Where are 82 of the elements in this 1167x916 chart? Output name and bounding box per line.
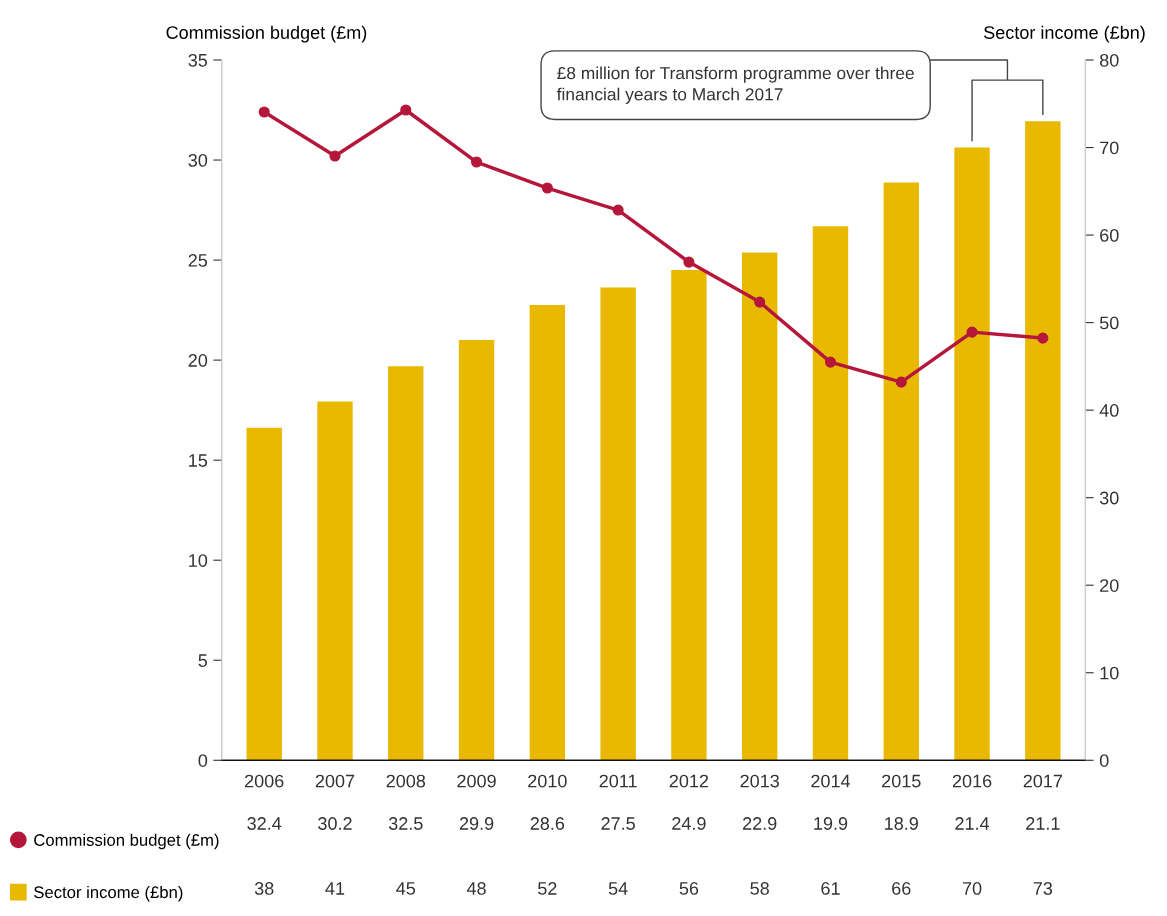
bar: [529, 305, 566, 761]
x-tick-label: 2016: [952, 774, 992, 788]
legend-label: Sector income (£bn): [34, 885, 183, 902]
data-label: 52: [538, 882, 557, 895]
x-tick-label: 2011: [599, 774, 637, 788]
data-label: 22.9: [743, 817, 777, 830]
point: [966, 326, 978, 338]
point: [471, 156, 483, 168]
point: [329, 150, 341, 162]
point: [895, 376, 907, 388]
bar: [1025, 121, 1061, 761]
x-tick-label: 2013: [740, 774, 779, 788]
bar: [954, 147, 990, 761]
bar: [317, 401, 353, 761]
y-tick-label: 30: [188, 153, 208, 167]
point: [612, 204, 624, 216]
bar: [742, 252, 778, 761]
data-label: 58: [750, 882, 769, 895]
data-label: 66: [892, 882, 911, 895]
data-label: 38: [254, 882, 274, 895]
point: [400, 104, 412, 116]
x-tick-label: 2008: [386, 774, 426, 788]
y-tick-label: 10: [189, 554, 208, 567]
point: [1037, 332, 1049, 344]
data-label: 45: [396, 882, 416, 895]
point: [754, 296, 766, 308]
bar: [458, 340, 495, 761]
point: [683, 256, 695, 268]
x-tick-label: 2014: [811, 774, 851, 788]
y-tick-label: 5: [198, 654, 208, 667]
annotation: £8 million for Transform programme over three financial years to March 2017: [556, 66, 914, 104]
x-tick-label: 2007: [315, 774, 355, 788]
bar: [671, 270, 707, 761]
y-axis-title: Commission budget (£m): [166, 25, 367, 43]
data-label: 61: [821, 882, 840, 895]
y2-tick-label: 20: [1100, 579, 1119, 592]
data-label: 21.1: [1026, 817, 1060, 830]
y2-tick-label: 50: [1099, 316, 1119, 330]
data-label: 32.5: [388, 817, 423, 830]
y-tick-label: 0: [198, 754, 208, 767]
y-tick-label: 25: [188, 254, 208, 267]
x-tick-label: 2012: [669, 774, 709, 788]
data-label: 54: [608, 882, 628, 895]
data-label: 41: [325, 882, 345, 895]
x-tick-label: 2015: [882, 774, 921, 788]
data-label: 48: [466, 882, 486, 895]
data-label: 27.5: [601, 817, 635, 830]
data-label: 32.4: [247, 817, 282, 830]
x-tick-label: 2006: [245, 774, 284, 788]
bar: [388, 366, 424, 761]
data-label: 18.9: [885, 817, 918, 830]
x-tick-label: 2009: [457, 774, 496, 788]
data-label: 29.9: [459, 817, 494, 830]
y2-tick-label: 30: [1099, 491, 1119, 505]
y2-tick-label: 0: [1099, 754, 1109, 767]
y2-tick-label: 10: [1100, 666, 1119, 680]
y-tick-label: 20: [188, 354, 208, 367]
data-label: 56: [679, 882, 699, 895]
y2-axis-title: Sector income (£bn): [984, 25, 1145, 43]
x-tick-label: 2010: [528, 774, 567, 788]
data-label: 73: [1033, 882, 1053, 895]
point: [824, 356, 837, 368]
y-tick-label: 15: [189, 454, 208, 467]
bar: [883, 182, 919, 761]
bar: [812, 226, 849, 761]
data-label: 28.6: [530, 817, 565, 830]
legend-label: Commission budget (£m): [34, 833, 219, 850]
data-label: 21.4: [955, 817, 990, 830]
data-label: 30.2: [318, 817, 352, 830]
y2-tick-label: 40: [1099, 404, 1119, 417]
y2-tick-label: 80: [1099, 53, 1119, 67]
y2-tick-label: 60: [1100, 229, 1119, 242]
point: [541, 182, 553, 194]
y-tick-label: 35: [188, 53, 208, 67]
x-tick-label: 2017: [1023, 774, 1063, 788]
y2-tick-label: 70: [1100, 141, 1119, 155]
data-label: 19.9: [814, 817, 848, 830]
data-label: 24.9: [672, 817, 706, 830]
point: [258, 106, 270, 118]
data-label: 70: [962, 882, 982, 895]
bar: [600, 287, 636, 761]
bar: [246, 427, 282, 761]
